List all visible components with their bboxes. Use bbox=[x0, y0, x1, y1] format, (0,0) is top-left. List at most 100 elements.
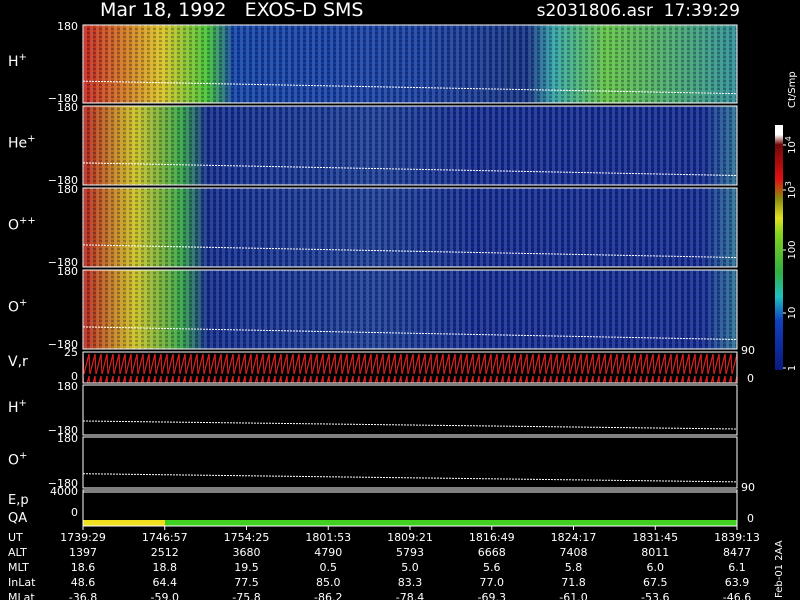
footer-value: 6.1 bbox=[728, 561, 746, 574]
footer-value: 77.0 bbox=[480, 576, 505, 589]
footer-value: 1809:21 bbox=[387, 531, 433, 544]
y2-tick-label: 0 bbox=[747, 512, 754, 525]
footer-value: 85.0 bbox=[316, 576, 341, 589]
colorbar-label: 1 bbox=[787, 365, 798, 371]
footer-value: 5793 bbox=[396, 546, 424, 559]
spectrogram-texture bbox=[83, 188, 737, 267]
footer-value: 5.0 bbox=[401, 561, 419, 574]
y-tick-label: 0 bbox=[71, 370, 78, 383]
footer-row-label: InLat bbox=[8, 576, 36, 589]
footer-value: 83.3 bbox=[398, 576, 423, 589]
footer-value: 5.8 bbox=[565, 561, 583, 574]
spectrogram-texture bbox=[83, 270, 737, 349]
footer-value: -46.6 bbox=[723, 591, 751, 600]
panel-label: He+ bbox=[8, 134, 36, 152]
colorbar-unit: Ct/Smp bbox=[787, 71, 798, 108]
label-base: O bbox=[8, 453, 19, 469]
footer-value: -75.8 bbox=[232, 591, 260, 600]
footer-value: 18.6 bbox=[71, 561, 96, 574]
panel-frame bbox=[82, 105, 738, 186]
colorbar-label: 10 bbox=[787, 307, 798, 320]
footer-value: 0.5 bbox=[320, 561, 338, 574]
footer-value: -59.0 bbox=[151, 591, 179, 600]
footer-value: 63.9 bbox=[725, 576, 750, 589]
footer-value: -78.4 bbox=[396, 591, 424, 600]
panel-frame bbox=[82, 269, 738, 350]
y-tick-label: 25 bbox=[64, 346, 78, 359]
y-tick-label: 180 bbox=[57, 380, 78, 393]
trace bbox=[82, 326, 738, 341]
y-tick-label: −180 bbox=[48, 174, 78, 187]
y-tick-label: −180 bbox=[48, 256, 78, 269]
label-base: O bbox=[8, 300, 19, 316]
y-tick-label: −180 bbox=[48, 424, 78, 437]
label-sup: + bbox=[19, 451, 27, 462]
footer-value: 1746:57 bbox=[142, 531, 188, 544]
label-sup: ++ bbox=[19, 216, 36, 227]
label-sup: + bbox=[27, 134, 35, 145]
footer-value: 3680 bbox=[233, 546, 261, 559]
footer-value: -86.2 bbox=[314, 591, 342, 600]
label-sup: 4 bbox=[784, 136, 793, 141]
footer-value: 1816:49 bbox=[469, 531, 515, 544]
panel-label: V,r bbox=[8, 354, 28, 370]
spectrogram-texture bbox=[83, 106, 737, 185]
label-base: 10 bbox=[787, 307, 798, 320]
footer-value: 8011 bbox=[641, 546, 669, 559]
panel-label: E,p bbox=[8, 493, 29, 508]
y-tick-label: 180 bbox=[57, 183, 78, 196]
footer-value: 1739:29 bbox=[60, 531, 106, 544]
panel-label: QA bbox=[8, 511, 27, 526]
footer-value: 7408 bbox=[560, 546, 588, 559]
title: Mar 18, 1992 EXOS-D SMS bbox=[100, 0, 363, 21]
panel-label: H+ bbox=[8, 52, 27, 70]
note: Feb-01 2AA bbox=[774, 540, 785, 598]
panel-label: O+ bbox=[8, 298, 27, 316]
trace bbox=[82, 162, 738, 177]
footer-value: 1831:45 bbox=[632, 531, 678, 544]
colorbar-label: 100 bbox=[787, 240, 798, 259]
panel-label: H+ bbox=[8, 398, 27, 416]
y2-tick-label: 0 bbox=[747, 372, 754, 385]
footer-value: 4790 bbox=[314, 546, 342, 559]
footer-value: 1839:13 bbox=[714, 531, 760, 544]
label-base: 10 bbox=[787, 141, 798, 154]
colorbar-label: 104 bbox=[784, 136, 798, 154]
y-tick-label: −180 bbox=[48, 477, 78, 490]
y-tick-label: 180 bbox=[57, 265, 78, 278]
y2-tick-label: 90 bbox=[741, 481, 755, 494]
label-base: 10 bbox=[787, 186, 798, 199]
label-sup: 3 bbox=[784, 181, 793, 186]
y-tick-label: −180 bbox=[48, 338, 78, 351]
footer-value: 6.0 bbox=[647, 561, 665, 574]
panel-frame bbox=[82, 187, 738, 268]
footer-row-label: ALT bbox=[8, 546, 27, 559]
footer-value: -61.0 bbox=[559, 591, 587, 600]
trace bbox=[82, 244, 738, 259]
footer-value: 48.6 bbox=[71, 576, 96, 589]
y-tick-label: 180 bbox=[57, 432, 78, 445]
footer-value: 6668 bbox=[478, 546, 506, 559]
panel-label: O++ bbox=[8, 216, 36, 234]
footer-value: -36.8 bbox=[69, 591, 97, 600]
colorbar bbox=[775, 125, 783, 370]
label-base: H bbox=[8, 54, 19, 70]
panel-frame bbox=[82, 24, 738, 104]
y-tick-label: 180 bbox=[57, 20, 78, 33]
footer-row-label: UT bbox=[8, 531, 23, 544]
panel-frame bbox=[82, 384, 738, 436]
file-time: s2031806.asr 17:39:29 bbox=[537, 1, 740, 21]
footer-row-label: MLT bbox=[8, 561, 29, 574]
trace bbox=[82, 80, 738, 95]
label-base: H bbox=[8, 400, 19, 416]
footer-value: 8477 bbox=[723, 546, 751, 559]
trace bbox=[82, 473, 738, 483]
colorbar-label: 103 bbox=[784, 181, 798, 199]
spectrogram-texture bbox=[83, 25, 737, 103]
footer-value: 5.6 bbox=[483, 561, 501, 574]
label-base: He bbox=[8, 136, 27, 152]
footer-value: 71.8 bbox=[561, 576, 586, 589]
label-sup: + bbox=[19, 398, 27, 409]
footer-value: 18.8 bbox=[153, 561, 178, 574]
